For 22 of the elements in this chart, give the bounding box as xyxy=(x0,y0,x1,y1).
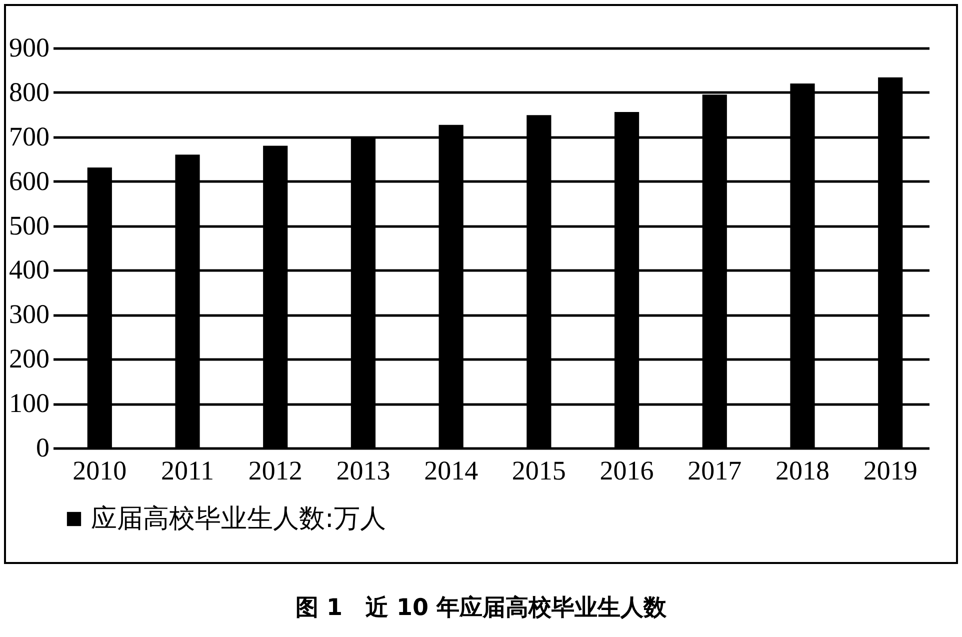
y-tick-label: 500 xyxy=(9,210,50,240)
y-tick-label: 0 xyxy=(36,432,50,462)
y-tick-label: 300 xyxy=(9,299,50,330)
y-tick-label: 800 xyxy=(9,76,50,107)
legend-label: 应届高校毕业生人数:万人 xyxy=(91,504,386,534)
y-tick-label: 200 xyxy=(9,344,50,374)
x-tick-label: 2019 xyxy=(863,456,918,486)
x-tick-label: 2013 xyxy=(336,456,390,486)
x-tick-label: 2012 xyxy=(248,456,302,486)
y-tick-label: 400 xyxy=(9,254,50,285)
y-tick-label: 600 xyxy=(9,166,50,196)
x-tick-label: 2010 xyxy=(72,456,127,486)
x-tick-label: 2017 xyxy=(688,456,742,486)
x-tick-label: 2015 xyxy=(512,456,566,486)
y-tick-label: 700 xyxy=(9,121,50,152)
x-tick-label: 2016 xyxy=(600,456,654,486)
x-tick-label: 2018 xyxy=(775,456,830,486)
y-tick-label: 900 xyxy=(9,32,50,62)
x-tick-label: 2014 xyxy=(424,456,479,486)
y-tick-label: 100 xyxy=(9,388,50,418)
x-tick-label: 2011 xyxy=(161,456,214,486)
text: 图 1 近 10 年应届高校毕业生人数 xyxy=(294,594,668,623)
